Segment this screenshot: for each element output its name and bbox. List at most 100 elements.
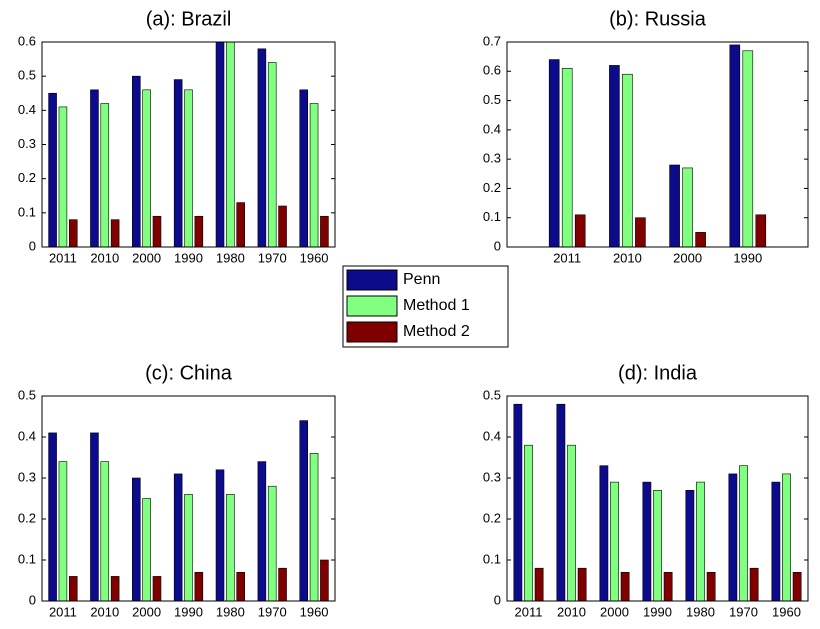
x-tick-label: 1960 bbox=[772, 604, 801, 619]
bar bbox=[599, 465, 609, 601]
plot bbox=[48, 420, 329, 601]
y-tick-label: 0.2 bbox=[483, 180, 501, 195]
plot bbox=[548, 44, 767, 247]
y-tick-label: 0.5 bbox=[18, 68, 36, 83]
y-tick-label: 0.4 bbox=[483, 121, 501, 136]
x-tick-label: 2011 bbox=[49, 604, 77, 619]
bar bbox=[299, 420, 309, 601]
bar bbox=[749, 567, 759, 601]
bar bbox=[152, 576, 162, 601]
bar bbox=[610, 481, 619, 601]
bar bbox=[742, 50, 754, 247]
y-tick-label: 0.3 bbox=[18, 469, 36, 484]
bar bbox=[267, 485, 277, 601]
x-tick-label: 2000 bbox=[600, 604, 629, 619]
y-tick-label: 0.2 bbox=[18, 510, 36, 525]
bar bbox=[755, 214, 767, 247]
bar bbox=[620, 571, 630, 601]
bar bbox=[309, 103, 319, 247]
x-tick-label: 1970 bbox=[729, 604, 758, 619]
bar bbox=[706, 571, 716, 601]
y-tick-label: 0.2 bbox=[483, 510, 501, 525]
bar bbox=[574, 214, 586, 247]
x-tick-label: 1990 bbox=[174, 250, 203, 265]
x-tick-label: 1980 bbox=[686, 604, 715, 619]
bar bbox=[577, 567, 587, 601]
x-tick-label: 1980 bbox=[216, 604, 245, 619]
bar bbox=[729, 44, 741, 247]
bar bbox=[215, 42, 225, 247]
bar bbox=[173, 79, 183, 247]
bar bbox=[226, 494, 235, 601]
bar bbox=[663, 571, 673, 601]
legend-label: Method 1 bbox=[403, 297, 470, 314]
x-tick-label: 2011 bbox=[49, 250, 77, 265]
y-tick-label: 0 bbox=[29, 592, 36, 607]
x-tick-label: 2011 bbox=[515, 604, 543, 619]
y-tick-label: 0.2 bbox=[18, 170, 36, 185]
y-tick-label: 0.6 bbox=[483, 63, 501, 78]
bar bbox=[561, 68, 573, 247]
bar bbox=[792, 571, 802, 601]
bar bbox=[695, 232, 706, 247]
bar bbox=[100, 461, 110, 601]
bar bbox=[48, 92, 57, 247]
y-tick-label: 0.4 bbox=[483, 428, 501, 443]
x-tick-label: 2010 bbox=[90, 604, 119, 619]
bar bbox=[215, 469, 225, 601]
bar bbox=[320, 559, 329, 601]
bar bbox=[90, 89, 99, 247]
y-tick-label: 0 bbox=[494, 592, 501, 607]
x-tick-label: 2011 bbox=[553, 250, 581, 265]
bar bbox=[152, 215, 162, 247]
bar bbox=[782, 473, 791, 601]
bar bbox=[68, 219, 78, 247]
y-tick-label: 0.4 bbox=[18, 428, 36, 443]
bar bbox=[132, 477, 141, 601]
x-tick-label: 1970 bbox=[258, 604, 287, 619]
bar bbox=[728, 473, 738, 601]
bar bbox=[642, 481, 652, 601]
bar bbox=[110, 576, 120, 601]
x-tick-label: 2000 bbox=[673, 250, 702, 265]
bar bbox=[184, 89, 193, 247]
plot bbox=[48, 42, 329, 247]
axes-box bbox=[41, 395, 336, 602]
bar bbox=[534, 567, 544, 601]
legend-swatch bbox=[346, 295, 398, 317]
bar bbox=[142, 498, 151, 601]
bar bbox=[58, 461, 68, 601]
y-tick-label: 0.1 bbox=[18, 551, 36, 566]
bar bbox=[173, 473, 183, 601]
y-tick-label: 0.5 bbox=[483, 387, 501, 402]
y-tick-label: 0.1 bbox=[483, 551, 501, 566]
bar bbox=[100, 103, 110, 247]
y-tick-label: 0.3 bbox=[483, 151, 501, 166]
bar bbox=[257, 461, 267, 601]
chart-title: (a): Brazil bbox=[146, 8, 232, 30]
bar bbox=[194, 571, 204, 601]
x-tick-label: 1990 bbox=[643, 604, 672, 619]
chart-title: (c): China bbox=[145, 362, 233, 384]
legend-label: Penn bbox=[403, 271, 440, 288]
y-tick-label: 0.6 bbox=[18, 33, 36, 48]
bar bbox=[685, 489, 695, 601]
x-tick-label: 1960 bbox=[300, 250, 329, 265]
x-tick-label: 1970 bbox=[258, 250, 287, 265]
y-tick-label: 0.1 bbox=[18, 204, 36, 219]
x-tick-label: 2000 bbox=[132, 604, 161, 619]
bar bbox=[682, 167, 693, 247]
bar bbox=[236, 571, 245, 601]
bar bbox=[771, 481, 781, 601]
bar bbox=[739, 465, 748, 601]
bar bbox=[635, 217, 646, 247]
bar bbox=[68, 576, 78, 601]
bar bbox=[278, 205, 287, 247]
y-tick-label: 0.7 bbox=[483, 33, 501, 48]
bar bbox=[696, 481, 705, 601]
bar bbox=[567, 444, 576, 601]
x-tick-label: 1980 bbox=[216, 250, 245, 265]
y-tick-label: 0.5 bbox=[483, 92, 501, 107]
y-tick-label: 0.5 bbox=[18, 387, 36, 402]
